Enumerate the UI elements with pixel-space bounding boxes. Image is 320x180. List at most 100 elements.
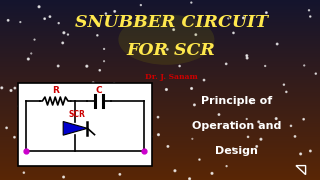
Bar: [18, 83, 152, 166]
Point: [103, 12, 108, 15]
Point: [190, 137, 195, 140]
Point: [112, 10, 117, 13]
Point: [171, 28, 176, 31]
Point: [80, 127, 85, 130]
Point: [274, 117, 279, 120]
Ellipse shape: [118, 14, 214, 65]
Point: [148, 135, 154, 138]
Point: [244, 118, 249, 120]
Point: [101, 60, 107, 63]
Point: [298, 152, 303, 155]
Point: [193, 33, 198, 36]
Point: [284, 91, 289, 93]
Point: [36, 162, 41, 165]
Point: [281, 83, 286, 86]
Point: [52, 139, 57, 141]
Point: [43, 121, 48, 124]
Text: SCR: SCR: [68, 110, 85, 119]
Point: [143, 138, 148, 140]
Point: [8, 89, 13, 92]
Point: [57, 128, 62, 131]
Point: [263, 64, 268, 67]
Point: [288, 124, 293, 127]
Point: [136, 18, 141, 21]
Text: Operation and: Operation and: [192, 121, 282, 131]
Point: [187, 177, 192, 180]
Point: [84, 65, 89, 68]
Point: [36, 5, 42, 8]
Point: [122, 112, 127, 115]
Point: [0, 86, 4, 89]
Point: [177, 65, 182, 68]
Point: [224, 165, 229, 168]
Point: [56, 65, 61, 68]
Point: [307, 9, 312, 12]
Text: C: C: [96, 86, 102, 95]
Point: [162, 24, 167, 26]
Point: [42, 17, 47, 20]
Point: [47, 134, 52, 137]
Point: [47, 15, 52, 18]
Point: [302, 64, 307, 67]
Point: [12, 136, 17, 139]
Point: [97, 69, 102, 72]
Polygon shape: [63, 122, 87, 135]
Point: [97, 132, 102, 135]
Point: [292, 135, 298, 138]
Point: [60, 41, 65, 44]
Point: [241, 17, 246, 19]
Point: [256, 120, 261, 123]
Point: [192, 103, 197, 106]
Point: [275, 42, 280, 45]
Point: [197, 158, 202, 161]
Point: [18, 157, 23, 160]
Point: [301, 118, 306, 121]
Point: [258, 138, 263, 141]
Point: [224, 62, 229, 65]
Point: [245, 135, 251, 138]
Point: [95, 34, 100, 37]
Point: [189, 1, 194, 4]
Point: [134, 17, 140, 20]
Point: [101, 48, 107, 50]
Point: [244, 54, 249, 57]
Point: [202, 79, 207, 82]
Point: [165, 145, 171, 148]
Point: [56, 22, 61, 25]
Point: [138, 4, 143, 6]
Point: [26, 58, 31, 60]
Point: [313, 72, 318, 75]
Point: [95, 85, 100, 88]
Point: [210, 172, 215, 175]
Point: [232, 122, 237, 125]
Point: [115, 159, 120, 162]
Text: Dr. J. Sanam: Dr. J. Sanam: [145, 73, 197, 80]
Point: [156, 116, 161, 119]
Text: Design: Design: [215, 146, 258, 156]
Point: [164, 88, 169, 91]
Point: [189, 87, 194, 90]
Point: [254, 145, 259, 148]
Point: [308, 150, 313, 152]
Point: [29, 52, 34, 55]
Text: FOR SCR: FOR SCR: [127, 42, 216, 59]
Point: [91, 82, 96, 84]
Point: [65, 33, 70, 36]
Text: SNUBBER CIRCUIT: SNUBBER CIRCUIT: [75, 14, 268, 31]
Point: [117, 173, 123, 176]
Point: [156, 133, 161, 136]
Point: [32, 38, 37, 41]
Point: [18, 21, 23, 24]
Point: [244, 57, 250, 59]
Text: Principle of: Principle of: [201, 96, 272, 106]
Point: [87, 162, 92, 165]
Point: [5, 19, 11, 22]
Point: [231, 31, 236, 34]
Point: [112, 82, 117, 85]
Point: [21, 109, 26, 112]
Point: [35, 154, 40, 157]
Point: [91, 121, 96, 124]
Point: [61, 176, 66, 178]
Point: [231, 147, 236, 150]
Point: [12, 87, 17, 89]
